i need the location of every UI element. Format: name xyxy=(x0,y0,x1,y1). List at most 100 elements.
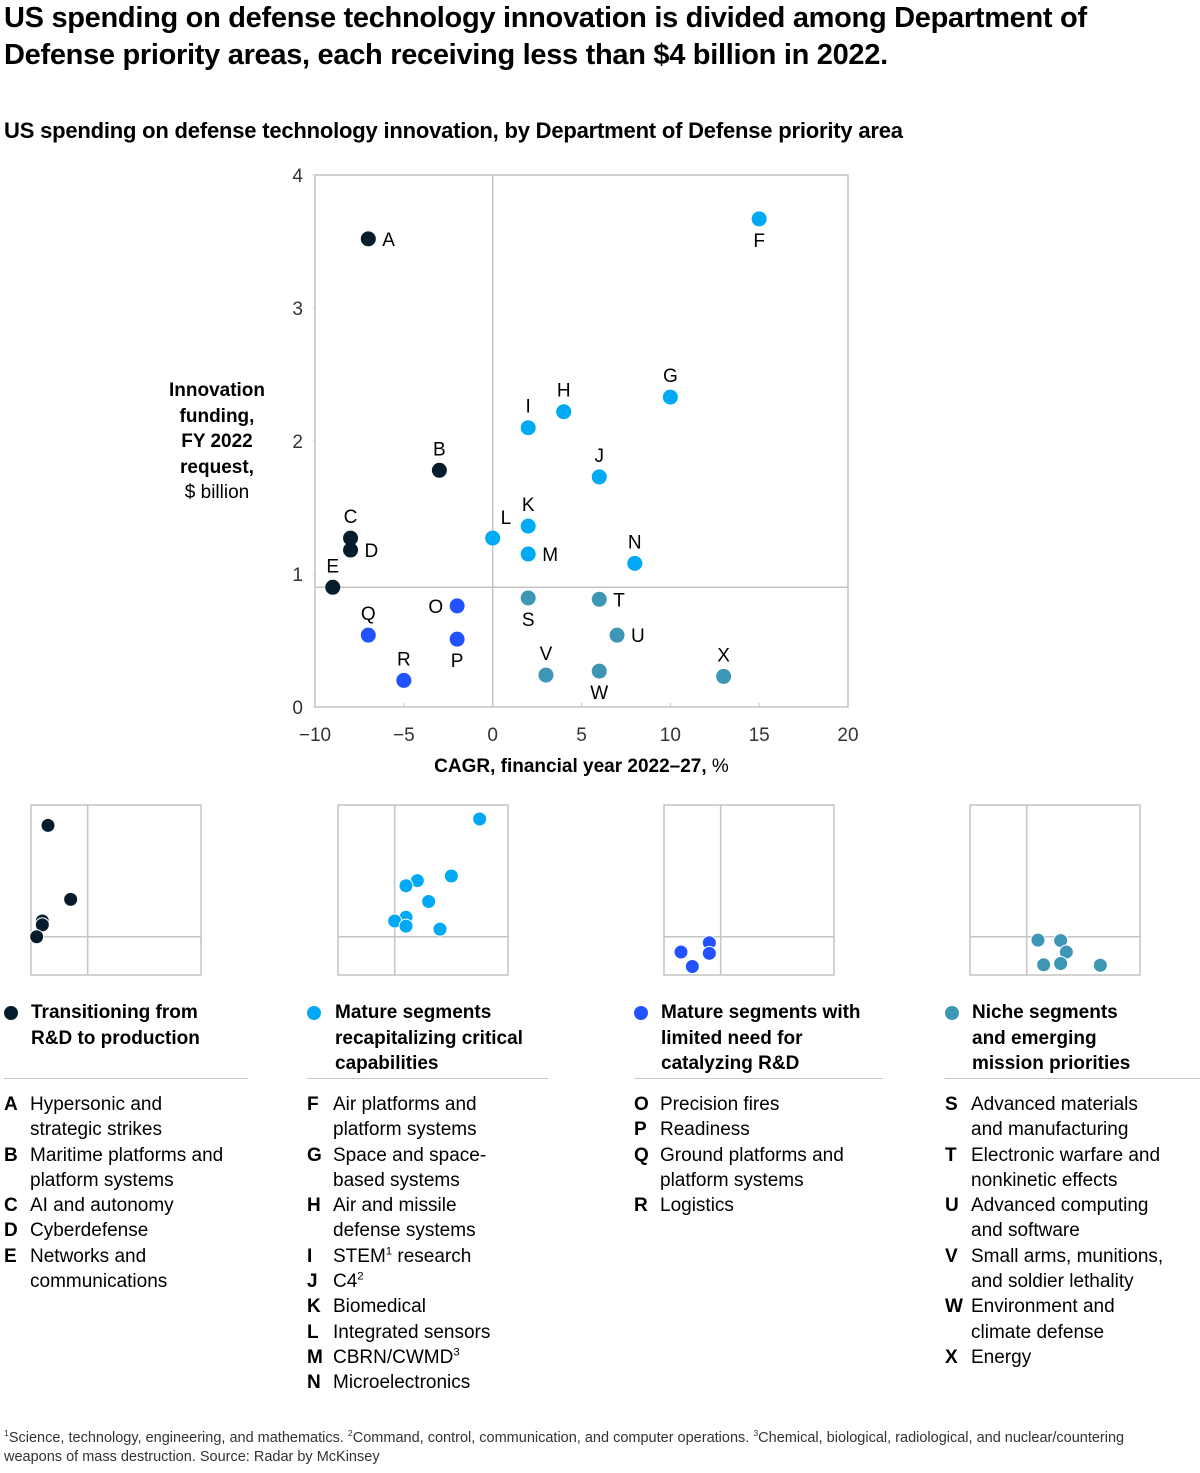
item-key: B xyxy=(4,1144,18,1166)
data-label: Q xyxy=(361,604,376,625)
segment-item: L Integrated sensors xyxy=(307,1320,490,1345)
data-label: M xyxy=(542,545,558,566)
item-key: S xyxy=(945,1094,958,1115)
data-label: X xyxy=(717,645,730,666)
segment-item: X Energy xyxy=(945,1345,1163,1370)
segment-item: M CBRN/CWMD3 xyxy=(307,1345,490,1370)
footnote-ref: 3 xyxy=(453,1346,460,1359)
data-point-h xyxy=(556,404,572,420)
legend-marker-icon xyxy=(307,1006,321,1020)
footnote-ref: 2 xyxy=(357,1270,364,1283)
segment-item: T Electronic warfare and nonkinetic effec… xyxy=(945,1143,1163,1194)
item-text: Networks and communications xyxy=(30,1245,168,1293)
data-label: E xyxy=(326,556,339,577)
item-key: G xyxy=(307,1144,322,1166)
data-point-s xyxy=(520,590,536,606)
item-key: M xyxy=(307,1346,323,1368)
data-point-o xyxy=(449,598,465,614)
mini-point-g xyxy=(443,868,459,884)
data-label: H xyxy=(557,381,571,402)
item-key: N xyxy=(307,1372,321,1394)
segment-item: J C42 xyxy=(307,1269,490,1294)
segment-item-list: A Hypersonic and strategic strikes B Mariti… xyxy=(4,1092,223,1294)
mini-chart-transitioning xyxy=(30,804,202,976)
mini-point-i xyxy=(398,878,414,894)
item-text: Microelectronics xyxy=(333,1372,471,1394)
data-point-d xyxy=(343,542,359,558)
segment-item: I STEM1 research xyxy=(307,1244,490,1269)
segment-item: G Space and space- based systems xyxy=(307,1143,490,1194)
item-key: W xyxy=(945,1296,963,1318)
data-point-u xyxy=(609,627,625,643)
data-label: V xyxy=(540,644,553,665)
item-text: Energy xyxy=(971,1346,1032,1368)
segment-item-list: S Advanced materials and manufacturing T El… xyxy=(945,1092,1163,1370)
page-title: US spending on defense technology innova… xyxy=(4,2,1087,71)
item-text: Biomedical xyxy=(333,1296,426,1318)
item-text: Space and space- based systems xyxy=(333,1144,487,1191)
plot-frame xyxy=(314,174,849,708)
item-text: Air platforms and platform systems xyxy=(333,1094,477,1141)
x-axis-unit: % xyxy=(711,756,729,777)
item-key: K xyxy=(307,1296,321,1318)
data-point-m xyxy=(520,546,536,562)
mini-chart-plot xyxy=(969,804,1141,976)
data-label: L xyxy=(501,508,512,529)
y-tick-label: 0 xyxy=(292,698,303,719)
legend-marker-icon xyxy=(945,1006,959,1020)
mini-chart-plot xyxy=(30,804,202,976)
x-axis-label: CAGR, financial year 2022–27, % xyxy=(315,756,848,778)
mini-chart-plot xyxy=(337,804,509,976)
mini-point-a xyxy=(40,817,56,833)
footnote: 1Science, technology, engineering, and m… xyxy=(4,1429,1184,1467)
data-point-q xyxy=(360,627,376,643)
y-tick-label: 4 xyxy=(292,166,303,187)
mini-chart-niche xyxy=(969,804,1141,976)
data-label: B xyxy=(433,439,446,460)
mini-frame xyxy=(337,804,509,976)
mini-point-x xyxy=(1092,957,1108,973)
item-key: T xyxy=(945,1144,957,1166)
data-point-e xyxy=(325,579,341,595)
segment-item: U Advanced computing and software xyxy=(945,1193,1163,1244)
x-tick-label: 15 xyxy=(749,725,770,746)
segment-item: B Maritime platforms and platform systems xyxy=(4,1143,223,1194)
mini-point-n xyxy=(432,921,448,937)
item-key: Q xyxy=(634,1144,649,1166)
data-label: N xyxy=(628,532,642,553)
item-text: Precision fires xyxy=(660,1094,780,1115)
mini-point-r xyxy=(684,959,700,974)
item-key: E xyxy=(4,1245,17,1267)
item-text: Hypersonic and strategic strikes xyxy=(30,1094,163,1141)
data-point-n xyxy=(627,555,643,571)
segment-item: O Precision fires xyxy=(634,1092,844,1117)
data-point-f xyxy=(751,211,767,227)
segment-item: N Microelectronics xyxy=(307,1370,490,1395)
y-axis-label-line: FY 2022 xyxy=(181,431,253,452)
footnote-number: 3 xyxy=(753,1428,759,1439)
data-point-v xyxy=(538,667,554,683)
mini-chart-plot xyxy=(663,804,835,976)
mini-point-q xyxy=(673,944,689,960)
data-label: G xyxy=(663,366,678,387)
item-text: Integrated sensors xyxy=(333,1321,491,1343)
item-text: Electronic warfare and nonkinetic effect… xyxy=(971,1144,1161,1191)
segment-divider xyxy=(634,1078,883,1079)
item-text: CBRN/CWMD3 xyxy=(333,1346,460,1368)
data-label: C xyxy=(344,507,358,528)
data-label: R xyxy=(397,649,411,670)
segment-item: C AI and autonomy xyxy=(4,1193,223,1218)
segment-heading: Niche segments and emerging mission prio… xyxy=(972,1002,1131,1074)
mini-point-v xyxy=(1036,957,1052,973)
data-point-k xyxy=(520,518,536,534)
footnote-ref: 1 xyxy=(385,1245,393,1258)
y-tick-label: 2 xyxy=(292,432,303,453)
x-tick-label: 10 xyxy=(660,725,681,746)
mini-point-w xyxy=(1053,956,1069,972)
data-label: F xyxy=(753,231,765,252)
y-axis-label-line: Innovation xyxy=(168,380,266,401)
segment-heading: Mature segments with limited need for ca… xyxy=(661,1002,861,1074)
x-tick-label: 5 xyxy=(576,725,587,746)
mini-chart-mature-limited xyxy=(663,804,835,976)
data-point-w xyxy=(591,663,607,679)
